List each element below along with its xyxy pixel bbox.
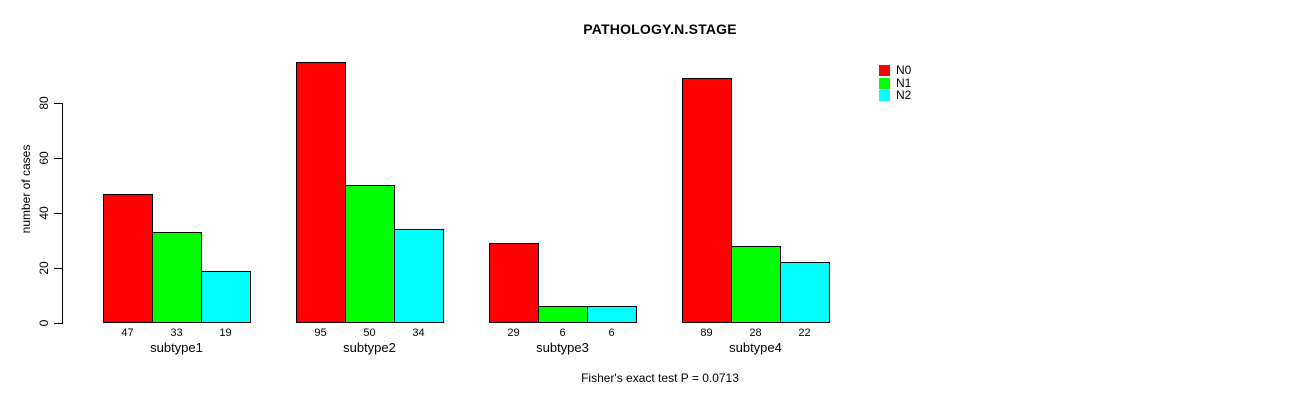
bar-value-label: 6 [608, 327, 615, 339]
category-label-subtype3: subtype3 [536, 340, 589, 355]
y-axis-tick-label: 20 [37, 261, 51, 275]
y-axis-tick-label: 60 [37, 151, 51, 165]
bar-n0-subtype3 [489, 243, 539, 323]
bar-value-label: 89 [700, 327, 713, 339]
bar-n0-subtype2 [296, 62, 346, 323]
chart-title: PATHOLOGY.N.STAGE [583, 21, 737, 37]
bar-n1-subtype3 [538, 306, 588, 323]
y-axis-tick-label: 0 [37, 319, 51, 327]
y-axis-tick-label: 80 [37, 96, 51, 110]
y-axis-tick-label: 40 [37, 206, 51, 220]
bar-value-label: 47 [121, 327, 134, 339]
bar-n1-subtype2 [345, 185, 395, 323]
legend-swatch-n2 [879, 90, 890, 102]
y-axis-tick [54, 268, 62, 269]
footnote-text: Fisher's exact test P = 0.0713 [581, 371, 739, 385]
bar-value-label: 19 [219, 327, 232, 339]
legend-swatch-n1 [879, 77, 890, 89]
category-label-subtype1: subtype1 [150, 340, 203, 355]
y-axis-line [62, 103, 63, 324]
legend-label-n2: N2 [896, 88, 912, 103]
bar-value-label: 33 [170, 327, 183, 339]
legend-label-n0: N0 [896, 63, 912, 77]
legend-label-n1: N1 [896, 75, 912, 90]
y-axis-tick [54, 213, 62, 214]
y-axis-tick [54, 158, 62, 159]
bar-n0-subtype4 [682, 78, 732, 323]
bar-value-label: 29 [507, 327, 520, 339]
y-axis-label: number of cases [19, 144, 33, 234]
bar-n2-subtype2 [394, 229, 444, 323]
bar-n2-subtype3 [587, 306, 637, 323]
bar-n2-subtype1 [201, 271, 251, 323]
legend-swatch-n0 [879, 65, 890, 76]
bar-n2-subtype4 [780, 262, 830, 323]
bar-value-label: 28 [749, 327, 762, 339]
bar-value-label: 22 [798, 327, 811, 339]
bar-value-label: 6 [559, 327, 566, 339]
y-axis-tick [54, 323, 62, 324]
bar-n1-subtype4 [731, 246, 781, 323]
category-label-subtype2: subtype2 [343, 340, 396, 355]
bar-value-label: 34 [412, 327, 425, 339]
bar-n0-subtype1 [103, 194, 153, 323]
bar-value-label: 95 [314, 327, 327, 339]
y-axis-tick [54, 103, 62, 104]
bar-n1-subtype1 [152, 232, 202, 323]
category-label-subtype4: subtype4 [729, 340, 782, 355]
bar-value-label: 50 [363, 327, 376, 339]
